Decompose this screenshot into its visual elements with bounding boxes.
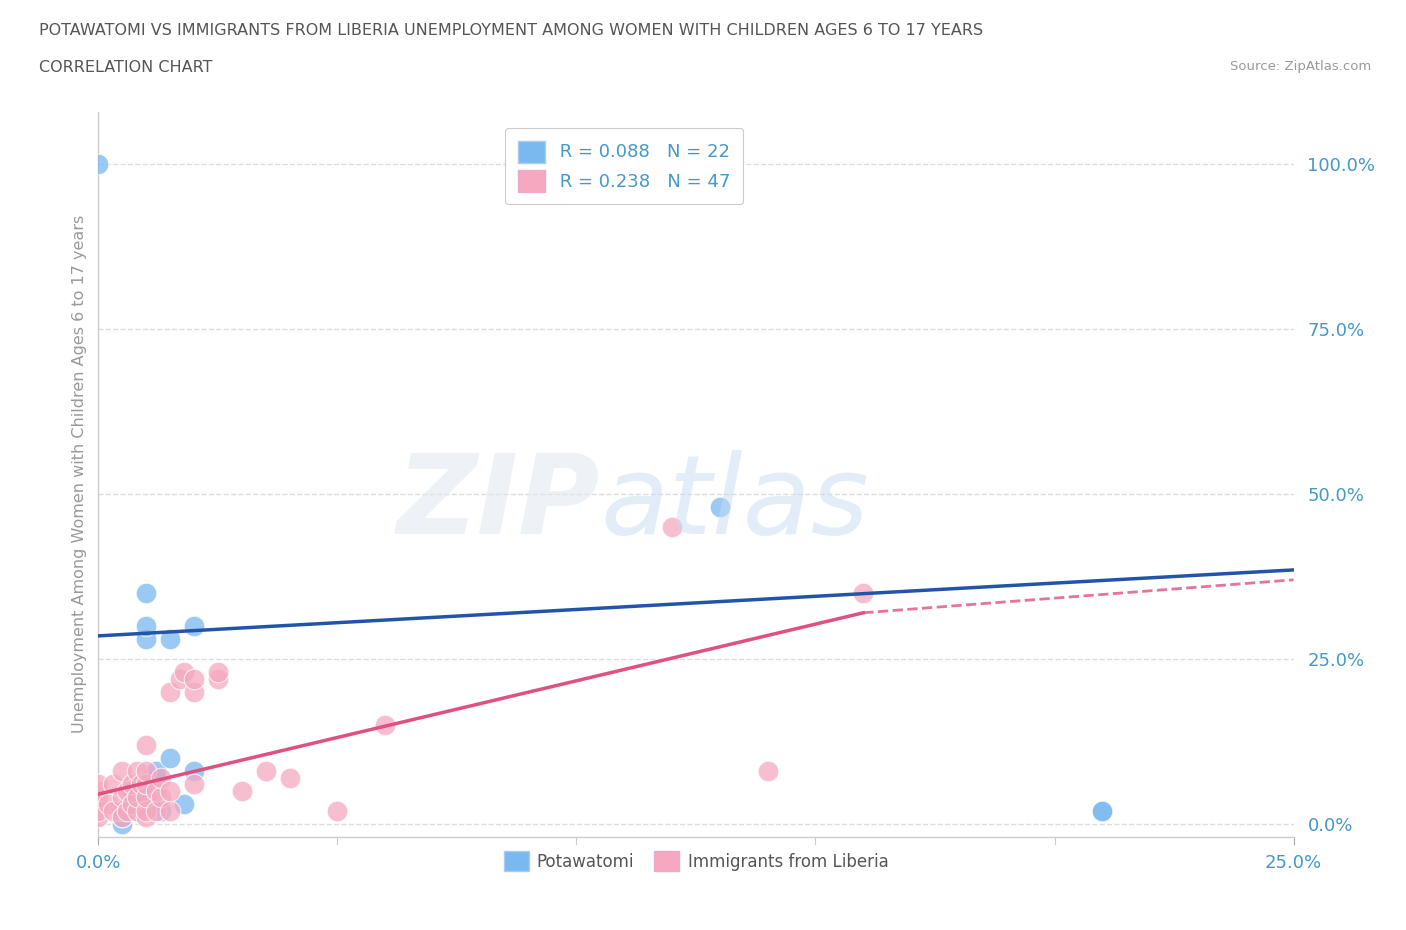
Point [207, 671, 229, 686]
Point [159, 804, 181, 818]
Point [111, 817, 134, 831]
Point [135, 810, 157, 825]
Point [131, 777, 153, 791]
Point [149, 770, 172, 785]
Point [173, 665, 195, 680]
Point [135, 737, 157, 752]
Text: Source: ZipAtlas.com: Source: ZipAtlas.com [1230, 60, 1371, 73]
Point [135, 804, 157, 818]
Point [709, 499, 731, 514]
Point [145, 804, 167, 818]
Point [149, 790, 172, 804]
Point [111, 804, 134, 818]
Point [326, 804, 349, 818]
Point [756, 764, 779, 778]
Point [115, 804, 138, 818]
Text: atlas: atlas [600, 450, 869, 557]
Point [145, 783, 167, 798]
Point [145, 770, 167, 785]
Point [125, 783, 148, 798]
Point [254, 764, 277, 778]
Point [852, 586, 875, 601]
Point [111, 810, 134, 825]
Point [121, 797, 143, 812]
Y-axis label: Unemployment Among Women with Children Ages 6 to 17 years: Unemployment Among Women with Children A… [72, 215, 87, 734]
Point [135, 764, 157, 778]
Point [87, 804, 110, 818]
Point [183, 684, 205, 699]
Point [115, 783, 138, 798]
Point [87, 777, 110, 791]
Point [135, 618, 157, 633]
Point [149, 804, 172, 818]
Point [173, 797, 195, 812]
Point [169, 671, 191, 686]
Point [207, 665, 229, 680]
Point [135, 631, 157, 646]
Point [111, 810, 134, 825]
Point [125, 790, 148, 804]
Text: ZIP: ZIP [396, 450, 600, 557]
Point [125, 804, 148, 818]
Point [135, 777, 157, 791]
Point [135, 790, 157, 804]
Point [121, 783, 143, 798]
Point [97, 797, 120, 812]
Point [159, 751, 181, 765]
Point [278, 770, 301, 785]
Point [159, 783, 181, 798]
Point [87, 810, 110, 825]
Point [87, 783, 110, 798]
Point [111, 764, 134, 778]
Point [183, 777, 205, 791]
Point [183, 618, 205, 633]
Point [661, 520, 683, 535]
Text: CORRELATION CHART: CORRELATION CHART [39, 60, 212, 75]
Point [1091, 804, 1114, 818]
Point [87, 157, 110, 172]
Point [159, 631, 181, 646]
Legend: Potawatomi, Immigrants from Liberia: Potawatomi, Immigrants from Liberia [492, 840, 900, 884]
Point [125, 804, 148, 818]
Point [374, 717, 396, 732]
Point [121, 777, 143, 791]
Point [145, 764, 167, 778]
Point [159, 684, 181, 699]
Point [231, 783, 253, 798]
Point [111, 790, 134, 804]
Point [101, 804, 124, 818]
Point [131, 797, 153, 812]
Point [125, 764, 148, 778]
Text: POTAWATOMI VS IMMIGRANTS FROM LIBERIA UNEMPLOYMENT AMONG WOMEN WITH CHILDREN AGE: POTAWATOMI VS IMMIGRANTS FROM LIBERIA UN… [39, 23, 983, 38]
Point [1091, 804, 1114, 818]
Point [183, 764, 205, 778]
Point [135, 586, 157, 601]
Point [101, 777, 124, 791]
Point [183, 671, 205, 686]
Point [87, 790, 110, 804]
